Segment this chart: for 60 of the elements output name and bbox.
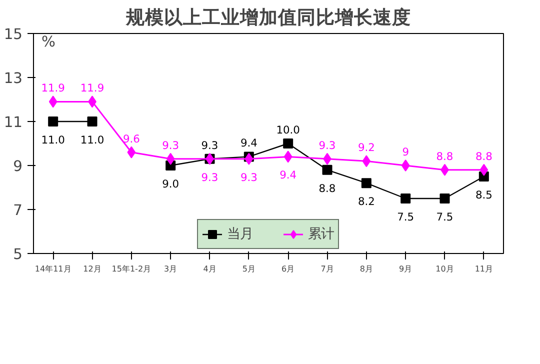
data-label: 9 bbox=[402, 146, 410, 158]
data-label: 9.2 bbox=[358, 141, 375, 154]
y-tick-label: 15 bbox=[4, 26, 23, 43]
y-axis-title: % bbox=[42, 34, 56, 50]
point bbox=[400, 194, 411, 204]
data-label: 9.4 bbox=[240, 136, 258, 150]
y-tick-label: 11 bbox=[4, 114, 23, 131]
y-tick-label: 13 bbox=[4, 70, 23, 87]
point bbox=[166, 152, 175, 165]
data-label: 8.8 bbox=[436, 150, 454, 163]
data-label: 11.9 bbox=[41, 82, 66, 95]
data-label: 8.2 bbox=[358, 195, 375, 208]
data-label: 9.3 bbox=[201, 170, 218, 184]
data-label: 10.0 bbox=[276, 124, 300, 136]
data-label: 8.8 bbox=[318, 182, 336, 195]
chart-title: 规模以上工业增加值同比增长速度 bbox=[125, 6, 411, 28]
data-label: 9.4 bbox=[280, 168, 297, 182]
data-label: 9.0 bbox=[162, 178, 180, 190]
point bbox=[48, 116, 58, 126]
x-tick-label: 14年11月 bbox=[34, 264, 72, 274]
x-tick-label: 8月 bbox=[360, 264, 373, 274]
y-tick-label: 5 bbox=[13, 246, 23, 263]
data-label: 11.0 bbox=[41, 134, 66, 146]
data-label: 9.3 bbox=[240, 170, 258, 184]
point bbox=[440, 194, 450, 204]
data-label: 9.3 bbox=[201, 138, 218, 152]
legend-label: 当月 bbox=[227, 226, 253, 243]
y-tick-label: 9 bbox=[13, 158, 23, 175]
x-tick-label: 10月 bbox=[436, 264, 454, 274]
point bbox=[362, 155, 371, 168]
point bbox=[283, 138, 294, 148]
data-label: 9.3 bbox=[318, 138, 336, 152]
data-label: 11.9 bbox=[80, 82, 104, 95]
x-tick-label: 15年1-2月 bbox=[112, 264, 152, 274]
x-tick-label: 12月 bbox=[83, 264, 102, 274]
point bbox=[127, 146, 136, 158]
point bbox=[87, 116, 98, 126]
x-tick-label: 4月 bbox=[203, 264, 216, 274]
x-tick-label: 7月 bbox=[320, 264, 334, 274]
x-tick-label: 5月 bbox=[242, 264, 256, 274]
data-label: 8.8 bbox=[475, 150, 493, 163]
point bbox=[322, 164, 332, 175]
x-tick-label: 6月 bbox=[282, 264, 295, 274]
y-tick-label: 7 bbox=[13, 202, 23, 219]
point bbox=[48, 96, 58, 108]
legend-label: 累计 bbox=[308, 226, 334, 243]
point bbox=[284, 150, 292, 163]
point bbox=[480, 164, 488, 176]
x-tick-label: 11月 bbox=[474, 264, 494, 274]
data-label: 7.5 bbox=[397, 210, 414, 224]
point bbox=[361, 178, 372, 188]
data-label: 8.5 bbox=[475, 188, 492, 202]
x-tick-label: 3月 bbox=[164, 264, 178, 274]
point bbox=[401, 160, 410, 172]
data-label: 9.3 bbox=[162, 138, 180, 152]
data-label: 7.5 bbox=[436, 210, 454, 224]
point bbox=[244, 152, 254, 165]
data-label: 11.0 bbox=[80, 134, 104, 146]
x-tick-label: 9月 bbox=[399, 264, 412, 274]
data-label: 9.6 bbox=[122, 132, 140, 146]
